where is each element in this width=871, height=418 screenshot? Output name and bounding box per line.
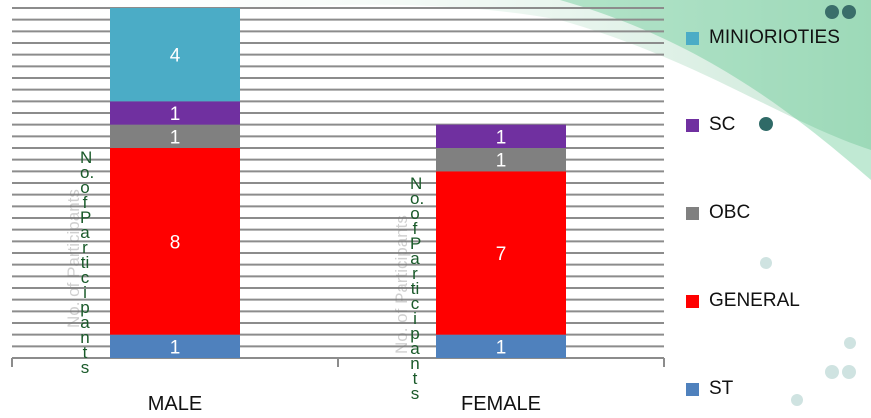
- legend-label-minorities: MINIORIOTIES: [709, 27, 840, 48]
- y-axis-label-stacked-male: No. of Participants: [80, 148, 95, 377]
- legend-swatch-obc: [686, 206, 699, 220]
- legend-item-obc: OBC: [686, 201, 750, 225]
- data-label-obc-female: 1: [496, 151, 507, 172]
- bar-segment-sc-male: [110, 101, 240, 125]
- legend-swatch-sc: [686, 118, 699, 132]
- y-axis-label-ghost-female: No. of Participants: [392, 215, 411, 354]
- legend-item-minorities: MINIORIOTIES: [686, 26, 840, 50]
- legend-swatch-st: [686, 382, 699, 396]
- data-label-obc-male: 1: [170, 127, 181, 148]
- legend-swatch-general: [686, 294, 699, 308]
- legend-label-obc: OBC: [709, 202, 751, 223]
- bar-segment-st-male: [110, 334, 240, 358]
- data-label-sc-male: 1: [170, 104, 181, 125]
- chart-legend: MINIORIOTIES SC OBC GENERAL ST: [686, 0, 871, 418]
- legend-item-st: ST: [686, 377, 733, 401]
- data-label-miniorioties-male: 4: [170, 46, 181, 67]
- x-tick-label-male: MALE: [148, 393, 202, 415]
- bar-segment-miniorioties-male: [110, 8, 240, 102]
- data-label-general-male: 8: [170, 232, 181, 253]
- x-tick-label-female: FEMALE: [461, 393, 541, 415]
- data-label-st-female: 1: [496, 337, 507, 358]
- legend-label-sc: SC: [709, 114, 736, 135]
- legend-item-general: GENERAL: [686, 289, 800, 313]
- legend-label-st: ST: [709, 378, 734, 399]
- bar-segment-obc-male: [110, 124, 240, 148]
- bar-segment-general-male: [110, 148, 240, 335]
- data-label-sc-female: 1: [496, 127, 507, 148]
- legend-swatch-minorities: [686, 31, 699, 45]
- bar-segment-general-female: [436, 171, 566, 335]
- y-axis-label-stacked-female: No. of Participants: [410, 174, 425, 403]
- bar-segment-st-female: [436, 334, 566, 358]
- legend-item-sc: SC: [686, 113, 735, 137]
- data-label-general-female: 7: [496, 244, 507, 265]
- data-label-st-male: 1: [170, 337, 181, 358]
- legend-label-general: GENERAL: [709, 290, 800, 311]
- bar-segment-sc-female: [436, 124, 566, 148]
- bar-segment-obc-female: [436, 148, 566, 172]
